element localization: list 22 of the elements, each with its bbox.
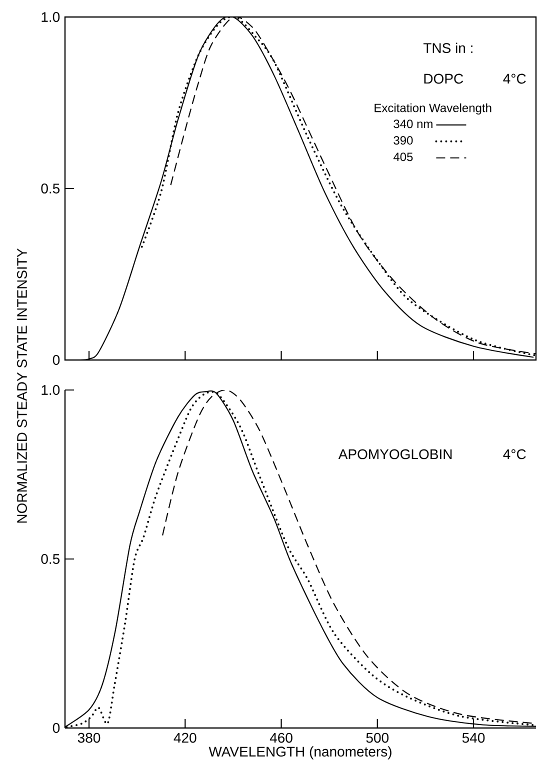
annotation: DOPC <box>424 74 464 84</box>
x-tick-label: 420 <box>174 732 196 743</box>
x-tick-label: 380 <box>78 732 100 743</box>
y-tick-label: 0.5 <box>41 184 60 194</box>
legend-label: 390 <box>394 136 413 145</box>
x-axis-title: WAVELENGTH (nanometers) <box>208 746 392 760</box>
annotation: TNS in : <box>423 42 472 54</box>
legend-title: Excitation Wavelength <box>374 103 492 115</box>
y-tick-label: 0 <box>52 723 60 733</box>
legend-label: 405 <box>393 152 413 162</box>
y-tick-label: 0 <box>52 355 60 365</box>
y-tick-label: 1.0 <box>42 12 60 22</box>
annotation: 4°C <box>503 74 526 84</box>
y-tick-label: 0.5 <box>41 554 60 564</box>
x-tick-label: 460 <box>270 732 292 743</box>
legend-label: 340 nm <box>394 120 432 128</box>
annotation: 4°C <box>503 449 526 460</box>
y-tick-label: 1.0 <box>42 385 60 395</box>
x-tick-label: 540 <box>462 732 485 743</box>
annotation: APOMYOGLOBIN <box>338 449 452 460</box>
y-axis-title: NORMALIZED STEADY STATE INTENSITY <box>17 248 27 523</box>
x-tick-label: 500 <box>366 732 389 743</box>
